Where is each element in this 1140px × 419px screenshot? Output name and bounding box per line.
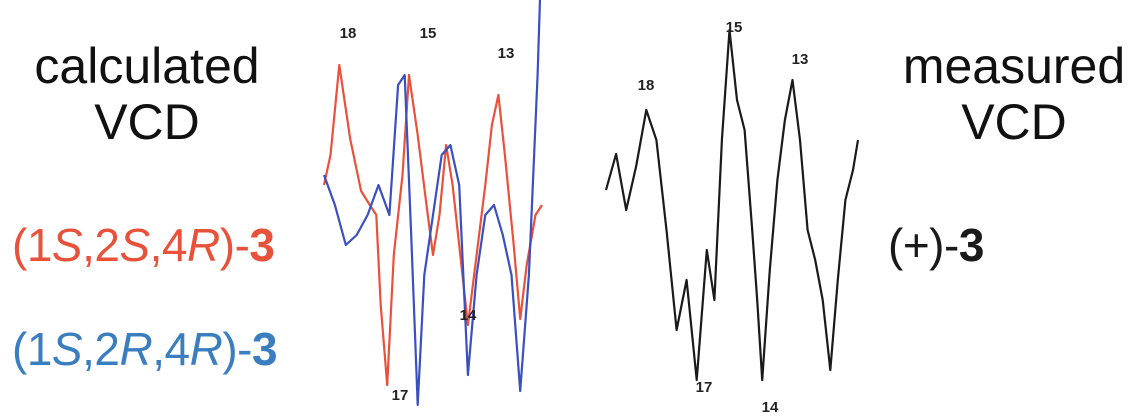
compound-blue-close: )- bbox=[222, 323, 252, 375]
measured-peak-label-top: 15 bbox=[726, 19, 743, 36]
compound-label-black: (+)-3 bbox=[888, 218, 984, 272]
measured-peak-label-bottom: 14 bbox=[762, 399, 779, 416]
measured-peak-label-top: 13 bbox=[792, 51, 809, 68]
compound-blue-s3: R bbox=[189, 323, 223, 375]
compound-blue-number: 3 bbox=[251, 323, 278, 375]
measured-spectrum: 18 15 13 17 14 bbox=[604, 19, 860, 416]
calculated-spectra: 18 15 13 14 17 bbox=[322, 0, 543, 407]
calculated-series-red bbox=[322, 63, 543, 387]
compound-red-s3: R bbox=[187, 219, 220, 271]
measured-peak-label-bottom: 17 bbox=[696, 379, 713, 396]
measured-series-black bbox=[604, 28, 860, 382]
calculated-peak-label-top: 15 bbox=[420, 25, 437, 42]
compound-red-c1: ,2 bbox=[82, 219, 120, 271]
compound-blue-c2: ,4 bbox=[152, 323, 190, 375]
measured-peak-label-top: 18 bbox=[638, 77, 655, 94]
compound-blue-open: (1 bbox=[12, 323, 52, 375]
calculated-peak-label-top: 18 bbox=[340, 25, 357, 42]
calculated-peak-label-bottom: 17 bbox=[392, 387, 409, 404]
compound-blue-s1: S bbox=[51, 323, 83, 375]
compound-red-close: )- bbox=[219, 219, 250, 271]
compound-red-s1: S bbox=[51, 219, 83, 271]
calculated-label-line2: VCD bbox=[94, 94, 200, 150]
compound-label-blue: (1S,2R,4R)-3 bbox=[12, 322, 278, 376]
compound-blue-c1: ,2 bbox=[82, 323, 120, 375]
calculated-label-line1: calculated bbox=[34, 38, 260, 94]
compound-black-prefix: (+)- bbox=[888, 219, 959, 271]
compound-blue-s2: R bbox=[119, 323, 153, 375]
compound-red-c2: ,4 bbox=[149, 219, 188, 271]
compound-red-open: (1 bbox=[12, 219, 52, 271]
compound-black-number: 3 bbox=[958, 219, 985, 271]
compound-red-s2: S bbox=[119, 219, 150, 271]
calculated-peak-label-top: 13 bbox=[498, 45, 515, 62]
compound-red-number: 3 bbox=[249, 219, 275, 271]
measured-label-line1: measured bbox=[902, 38, 1126, 94]
calculated-series-blue bbox=[322, 0, 542, 407]
measured-label-line2: VCD bbox=[961, 94, 1067, 150]
compound-label-red: (1S,2S,4R)-3 bbox=[12, 218, 275, 272]
calculated-peak-label-bottom: 14 bbox=[460, 307, 477, 324]
